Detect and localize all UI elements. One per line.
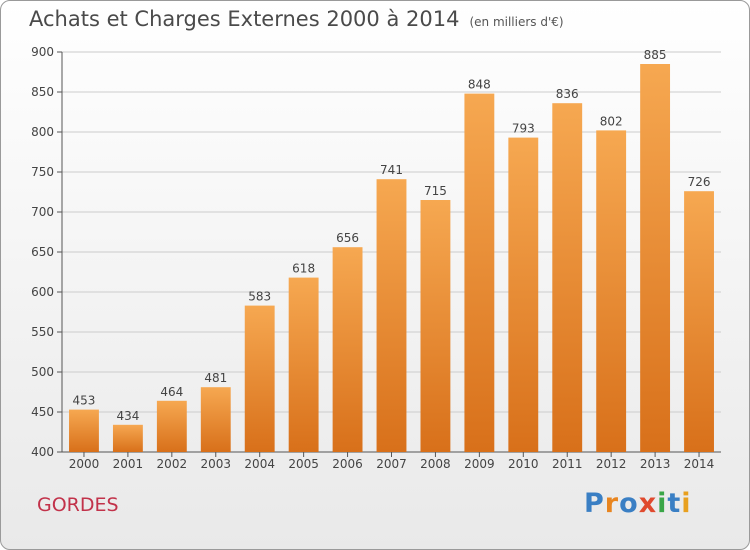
logo-letter: i — [657, 488, 668, 519]
bar — [69, 409, 99, 452]
x-tick-label: 2010 — [508, 457, 539, 471]
x-tick-label: 2006 — [332, 457, 363, 471]
y-tick-label: 650 — [31, 245, 54, 259]
bar — [156, 400, 187, 452]
data-label: 656 — [336, 231, 359, 245]
bar — [552, 103, 583, 452]
chart-title: Achats et Charges Externes 2000 à 2014 (e… — [29, 7, 564, 31]
data-label: 848 — [468, 78, 491, 92]
title-text: Achats et Charges Externes 2000 à 2014 — [29, 7, 460, 31]
data-label: 836 — [556, 87, 579, 101]
bar — [200, 387, 231, 452]
x-tick-label: 2007 — [376, 457, 407, 471]
logo-letter: t — [667, 488, 682, 519]
x-tick-label: 2004 — [244, 457, 275, 471]
x-tick-label: 2009 — [464, 457, 495, 471]
bar — [244, 305, 275, 452]
bar — [684, 191, 714, 452]
logo-letter: i — [681, 488, 692, 519]
bar — [464, 93, 495, 452]
x-tick-label: 2000 — [69, 457, 100, 471]
x-tick-label: 2014 — [684, 457, 715, 471]
y-tick-label: 800 — [31, 125, 54, 139]
bar — [508, 137, 539, 452]
logo-letter: x — [638, 488, 658, 519]
data-label: 453 — [73, 394, 96, 408]
y-tick-label: 700 — [31, 205, 54, 219]
bar — [420, 200, 451, 452]
y-tick-label: 500 — [31, 365, 54, 379]
y-tick-label: 450 — [31, 405, 54, 419]
data-label: 726 — [688, 175, 711, 189]
y-tick-label: 550 — [31, 325, 54, 339]
unit-label: (en milliers d'€) — [469, 15, 564, 29]
bar — [376, 179, 407, 452]
proxiti-logo: Proxiti — [584, 488, 692, 519]
bar — [596, 130, 627, 452]
data-label: 741 — [380, 163, 403, 177]
x-tick-label: 2011 — [552, 457, 583, 471]
y-tick-label: 900 — [31, 45, 54, 59]
data-label: 793 — [512, 122, 535, 136]
x-tick-label: 2012 — [596, 457, 627, 471]
data-label: 464 — [160, 385, 183, 399]
data-label: 715 — [424, 184, 447, 198]
y-tick-label: 400 — [31, 445, 54, 459]
bar — [640, 64, 671, 452]
y-tick-label: 600 — [31, 285, 54, 299]
x-tick-label: 2008 — [420, 457, 451, 471]
data-label: 434 — [116, 409, 139, 423]
x-tick-label: 2003 — [200, 457, 231, 471]
x-tick-label: 2001 — [113, 457, 144, 471]
data-label: 885 — [644, 48, 667, 62]
y-tick-label: 850 — [31, 85, 54, 99]
commune-name: GORDES — [37, 494, 119, 516]
logo-letter: P — [584, 488, 605, 519]
data-label: 481 — [204, 371, 227, 385]
x-tick-label: 2005 — [288, 457, 319, 471]
data-label: 618 — [292, 262, 315, 276]
y-tick-label: 750 — [31, 165, 54, 179]
bar — [112, 424, 143, 452]
x-tick-label: 2002 — [157, 457, 188, 471]
logo-letter: o — [619, 488, 639, 519]
data-label: 583 — [248, 290, 271, 304]
logo-letter: r — [604, 488, 620, 519]
bar — [332, 247, 363, 452]
bar — [288, 277, 319, 452]
x-tick-label: 2013 — [640, 457, 671, 471]
data-label: 802 — [600, 114, 623, 128]
